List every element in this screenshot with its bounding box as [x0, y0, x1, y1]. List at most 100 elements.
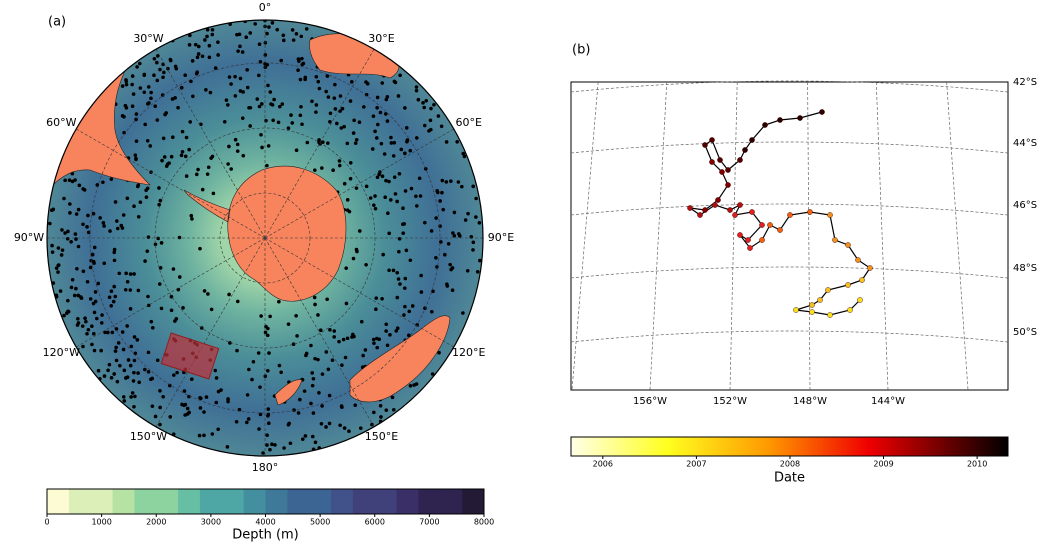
colorbar-segment	[69, 489, 91, 514]
float	[180, 86, 184, 90]
float	[265, 433, 269, 437]
trajectory-point	[827, 312, 832, 317]
float	[98, 216, 102, 220]
float	[163, 155, 167, 159]
float	[133, 335, 137, 339]
float	[135, 65, 139, 69]
float	[119, 224, 123, 228]
longitude-label: 90°W	[14, 231, 44, 244]
colorbar-tick-label: 2007	[686, 460, 706, 469]
float	[268, 315, 272, 319]
float	[249, 106, 253, 110]
trajectory-point	[747, 245, 752, 250]
float	[73, 294, 77, 298]
float	[125, 324, 129, 328]
float	[326, 141, 330, 145]
float	[328, 394, 332, 398]
float	[403, 277, 407, 281]
float	[300, 57, 304, 61]
float	[389, 136, 393, 140]
float	[301, 437, 305, 441]
float	[393, 175, 397, 179]
float	[236, 49, 240, 53]
longitude-label: 60°W	[46, 116, 76, 129]
float	[127, 358, 131, 362]
float	[143, 368, 147, 372]
float	[379, 415, 383, 419]
float	[57, 246, 61, 250]
float	[291, 28, 295, 32]
float	[169, 59, 173, 63]
longitude-label: 90°E	[488, 231, 514, 244]
float	[361, 354, 365, 358]
float	[94, 290, 98, 294]
float	[302, 62, 306, 66]
float	[147, 351, 151, 355]
trajectory-point	[749, 209, 754, 214]
trajectory-point	[825, 287, 830, 292]
float	[255, 97, 259, 101]
float	[265, 443, 269, 447]
float	[176, 106, 180, 110]
float	[186, 407, 190, 411]
float	[424, 99, 428, 103]
float	[372, 203, 376, 207]
float	[206, 172, 210, 176]
float	[257, 427, 261, 431]
float	[350, 80, 354, 84]
float	[76, 317, 80, 321]
float	[132, 272, 136, 276]
float	[214, 401, 218, 405]
trajectory-point	[847, 307, 852, 312]
float	[373, 194, 377, 198]
float	[303, 78, 307, 82]
trajectory-point	[793, 307, 798, 312]
float	[277, 120, 281, 124]
float	[56, 270, 60, 274]
longitude-label: 30°E	[368, 32, 394, 45]
float	[125, 83, 129, 87]
float	[279, 370, 283, 374]
float	[188, 120, 192, 124]
float	[209, 156, 213, 160]
trajectory-point	[702, 142, 707, 147]
float	[235, 33, 239, 37]
float	[443, 253, 447, 257]
float	[121, 84, 125, 88]
float	[175, 371, 179, 375]
float	[63, 179, 67, 183]
float	[165, 164, 169, 168]
float	[403, 152, 407, 156]
float	[355, 138, 359, 142]
float	[325, 350, 329, 354]
float	[245, 421, 249, 425]
float	[408, 149, 412, 153]
float	[160, 159, 164, 163]
float	[272, 98, 276, 102]
trajectory-point	[737, 232, 742, 237]
trajectory-point	[787, 212, 792, 217]
float	[149, 320, 153, 324]
float	[124, 104, 128, 108]
float	[139, 200, 143, 204]
float	[117, 272, 121, 276]
float	[344, 356, 348, 360]
float	[396, 326, 400, 330]
float	[429, 119, 433, 123]
float	[102, 221, 106, 225]
float	[369, 196, 373, 200]
colorbar-label: Depth (m)	[232, 528, 299, 543]
float	[409, 258, 413, 262]
trajectory-point	[719, 169, 724, 174]
longitude-label: 120°E	[452, 346, 485, 359]
float	[397, 94, 401, 98]
float	[343, 426, 347, 430]
float	[69, 240, 73, 244]
float	[149, 377, 153, 381]
float	[434, 256, 438, 260]
float	[420, 290, 424, 294]
colorbar-fill	[571, 437, 1008, 456]
float	[338, 423, 342, 427]
float	[478, 221, 482, 225]
float	[80, 296, 84, 300]
